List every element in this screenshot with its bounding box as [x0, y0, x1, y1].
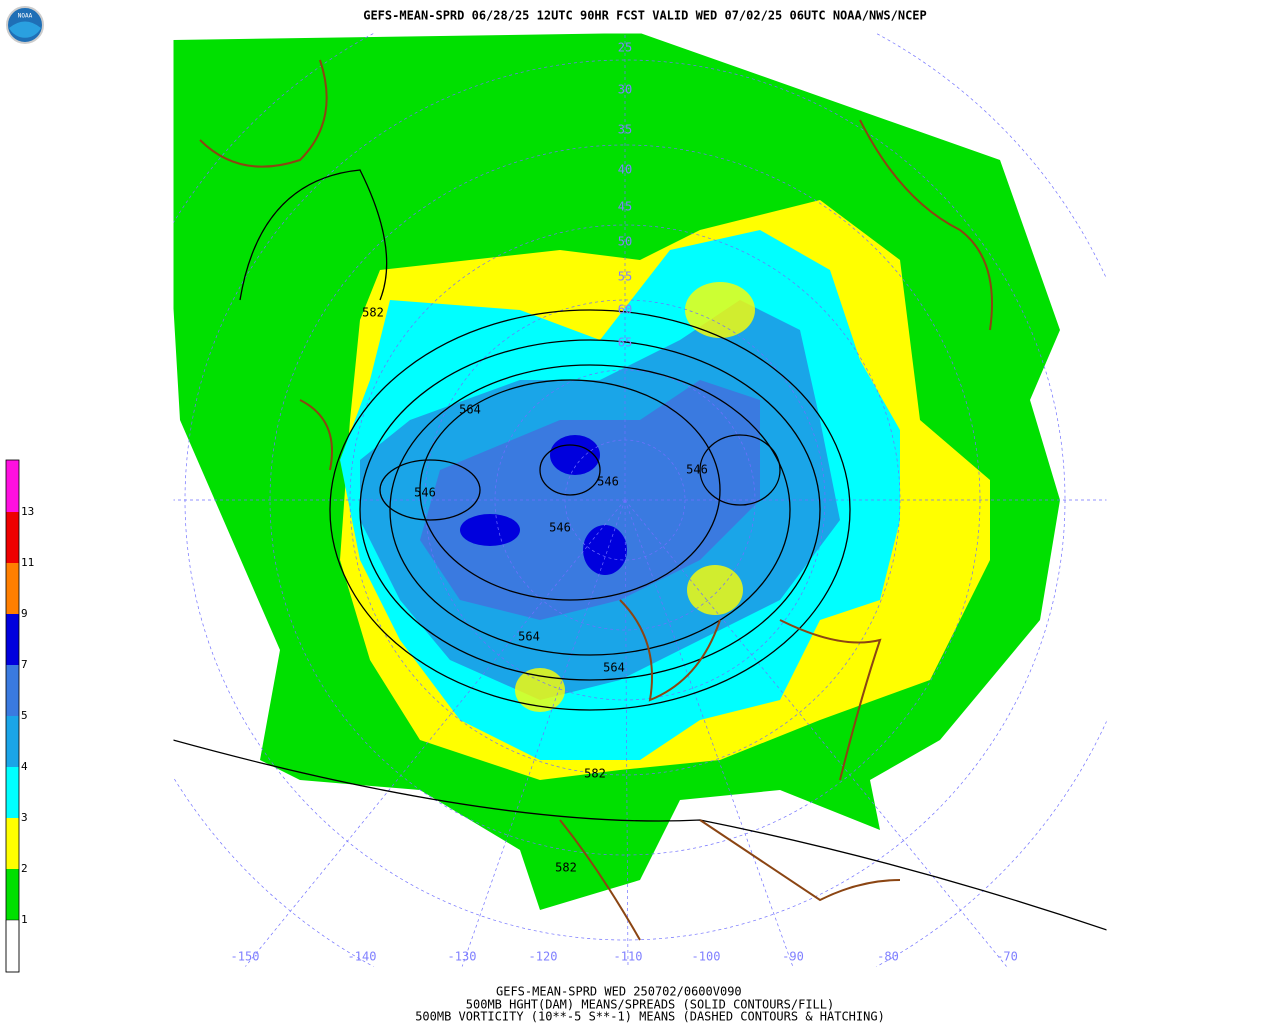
legend-label: 1 [21, 913, 28, 926]
contour-label: 546 [686, 463, 708, 477]
longitude-label: -130 [448, 950, 477, 964]
latitude-label: 25 [618, 41, 632, 55]
contour-label: 546 [414, 486, 436, 500]
longitude-label: -70 [996, 950, 1018, 964]
latitude-label: 30 [618, 83, 632, 97]
legend-label: 9 [21, 607, 28, 620]
footer-line: 500MB VORTICITY (10**-5 S**-1) MEANS (DA… [415, 1010, 885, 1024]
contour-label: 564 [459, 403, 481, 417]
latitude-label: 50 [618, 235, 632, 249]
latitude-label: 60 [618, 303, 632, 317]
contour-label: 564 [603, 661, 625, 675]
title: GEFS-MEAN-SPRD 06/28/25 12UTC 90HR FCST … [363, 9, 927, 23]
longitude-label: -140 [348, 950, 377, 964]
legend-label: 11 [21, 556, 34, 569]
contour-label: 546 [597, 475, 619, 489]
contour-label: 582 [362, 306, 384, 320]
footer-line: 500MB HGHT(DAM) MEANS/SPREADS (SOLID CON… [466, 998, 834, 1012]
logo-text: NOAA [18, 13, 33, 20]
latitude-label: 55 [618, 270, 632, 284]
map [172, 32, 1108, 968]
color-legend [5, 459, 20, 973]
legend-label: 4 [21, 760, 28, 773]
longitude-label: -150 [231, 950, 260, 964]
latitude-label: 35 [618, 123, 632, 137]
longitude-label: -80 [877, 950, 899, 964]
contour-label: 582 [555, 861, 577, 875]
footer-line: GEFS-MEAN-SPRD WED 250702/0600V090 [496, 985, 742, 999]
legend-label: 5 [21, 709, 28, 722]
latitude-label: 45 [618, 200, 632, 214]
longitude-label: -100 [692, 950, 721, 964]
contour-label: 564 [518, 630, 540, 644]
latitude-label: 65 [618, 336, 632, 350]
contour-label: 546 [549, 521, 571, 535]
contour-label: 582 [584, 767, 606, 781]
legend-label: 13 [21, 505, 34, 518]
legend-label: 2 [21, 862, 28, 875]
legend-label: 3 [21, 811, 28, 824]
noaa-logo: NOAA [6, 6, 44, 44]
longitude-label: -110 [614, 950, 643, 964]
legend-label: 7 [21, 658, 28, 671]
latitude-label: 40 [618, 163, 632, 177]
longitude-label: -90 [782, 950, 804, 964]
longitude-label: -120 [529, 950, 558, 964]
